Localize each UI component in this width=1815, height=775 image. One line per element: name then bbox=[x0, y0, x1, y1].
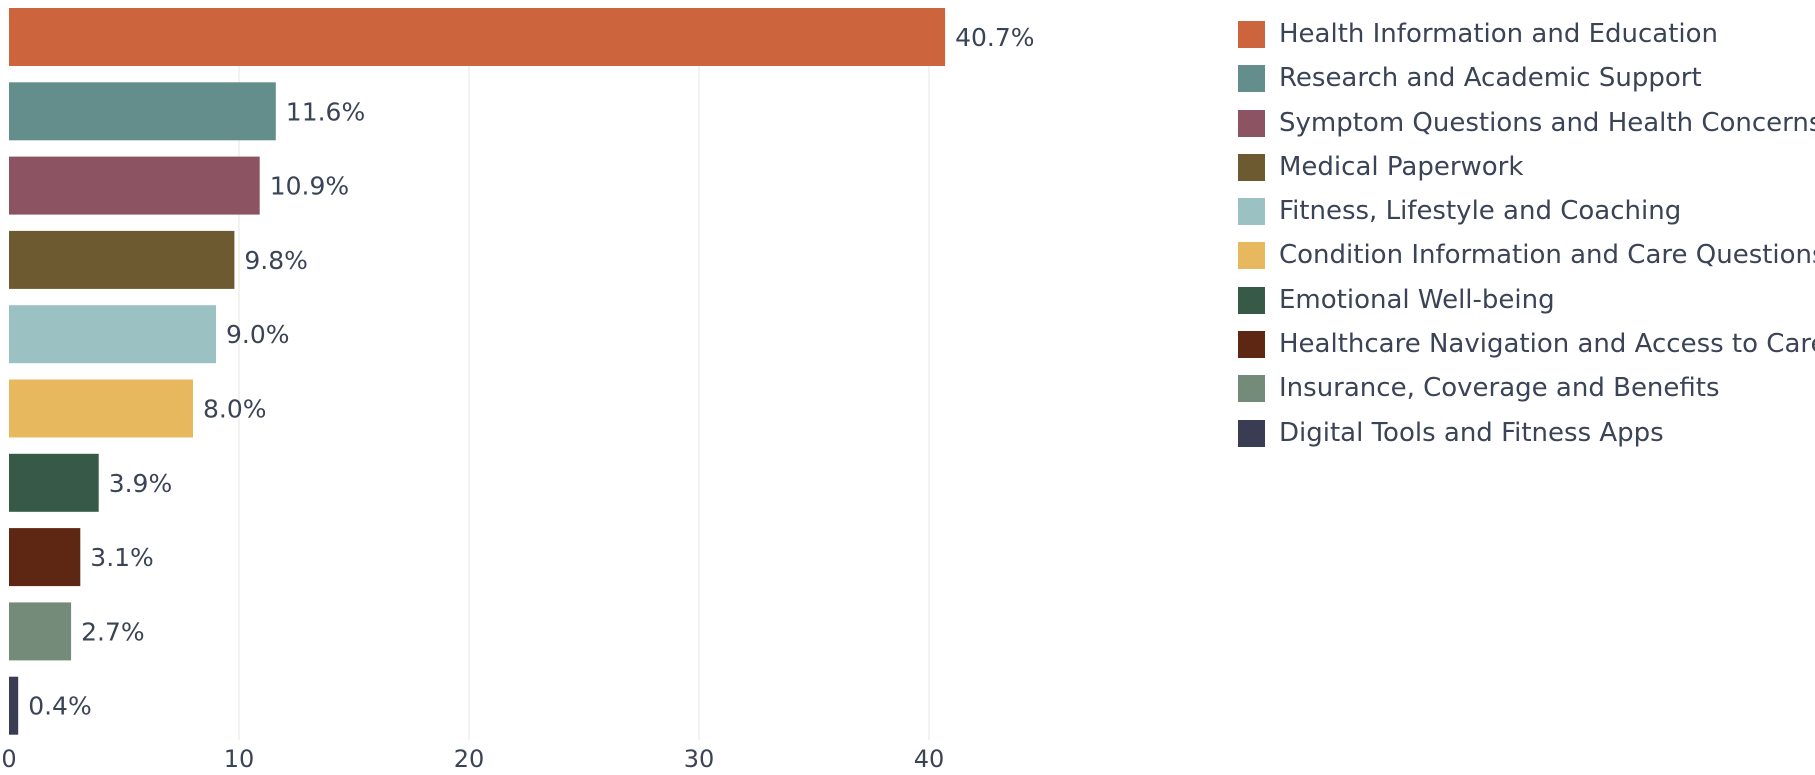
x-tick-label: 30 bbox=[684, 745, 715, 773]
legend-swatch bbox=[1238, 21, 1265, 48]
legend-swatch bbox=[1238, 109, 1265, 137]
bar-value-label: 3.9% bbox=[109, 469, 173, 498]
legend-label: Symptom Questions and Health Concerns bbox=[1279, 107, 1815, 138]
bar-value-label: 9.8% bbox=[244, 246, 308, 275]
legend-swatch bbox=[1238, 419, 1265, 447]
legend-swatch bbox=[1238, 331, 1265, 359]
legend-label: Research and Academic Support bbox=[1279, 63, 1702, 94]
legend-label: Healthcare Navigation and Access to Care bbox=[1279, 329, 1815, 360]
legend-label: Digital Tools and Fitness Apps bbox=[1279, 417, 1664, 448]
bars bbox=[9, 8, 946, 735]
legend-swatch bbox=[1238, 65, 1265, 93]
bar bbox=[9, 528, 81, 587]
bar bbox=[9, 305, 216, 364]
legend-swatch bbox=[1238, 286, 1265, 314]
legend-label: Health Information and Education bbox=[1279, 19, 1719, 49]
grid-lines bbox=[238, 8, 930, 740]
x-tick-label: 20 bbox=[454, 745, 485, 773]
legend-label: Medical Paperwork bbox=[1279, 151, 1524, 182]
bar-value-label: 8.0% bbox=[203, 395, 267, 424]
bar-value-label: 11.6% bbox=[286, 97, 365, 126]
legend-swatch bbox=[1238, 153, 1265, 181]
bar-chart: 40.7% 11.6% 10.9% 9.8% 9.0% 8.0% 3.9% 3.1% 2.7% 0… bbox=[1, 8, 1035, 773]
x-tick-label: 0 bbox=[1, 745, 16, 773]
bar-value-label: 10.9% bbox=[270, 172, 349, 201]
legend-swatch bbox=[1238, 242, 1265, 270]
bar bbox=[9, 602, 72, 661]
bar-value-label: 3.1% bbox=[90, 543, 154, 572]
legend-label: Emotional Well-being bbox=[1279, 284, 1555, 315]
bar-value-label: 0.4% bbox=[28, 692, 92, 721]
bar-value-label: 9.0% bbox=[226, 320, 290, 349]
legend-label: Fitness, Lifestyle and Coaching bbox=[1279, 196, 1682, 227]
bar-value-label: 40.7% bbox=[955, 23, 1034, 52]
bar bbox=[9, 156, 260, 215]
x-axis: 0 10 20 30 40 bbox=[1, 745, 944, 773]
legend-label: Condition Information and Care Questions bbox=[1279, 240, 1815, 271]
bar bbox=[9, 379, 193, 438]
bar bbox=[9, 453, 99, 512]
bar-value-label: 2.7% bbox=[81, 617, 145, 646]
bar bbox=[9, 82, 276, 141]
bar bbox=[9, 8, 946, 66]
legend-label: Insurance, Coverage and Benefits bbox=[1279, 373, 1720, 404]
bar bbox=[9, 230, 235, 289]
x-tick-label: 10 bbox=[224, 745, 255, 773]
value-labels: 40.7% 11.6% 10.9% 9.8% 9.0% 8.0% 3.9% 3.1% 2.7% 0… bbox=[28, 23, 1034, 721]
legend-swatch bbox=[1238, 375, 1265, 403]
legend-swatch bbox=[1238, 198, 1265, 226]
x-tick-label: 40 bbox=[914, 745, 945, 773]
bar bbox=[9, 676, 19, 735]
